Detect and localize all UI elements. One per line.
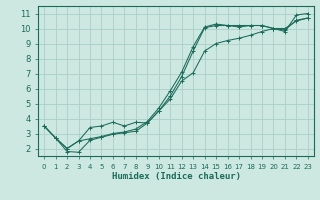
X-axis label: Humidex (Indice chaleur): Humidex (Indice chaleur) (111, 172, 241, 181)
